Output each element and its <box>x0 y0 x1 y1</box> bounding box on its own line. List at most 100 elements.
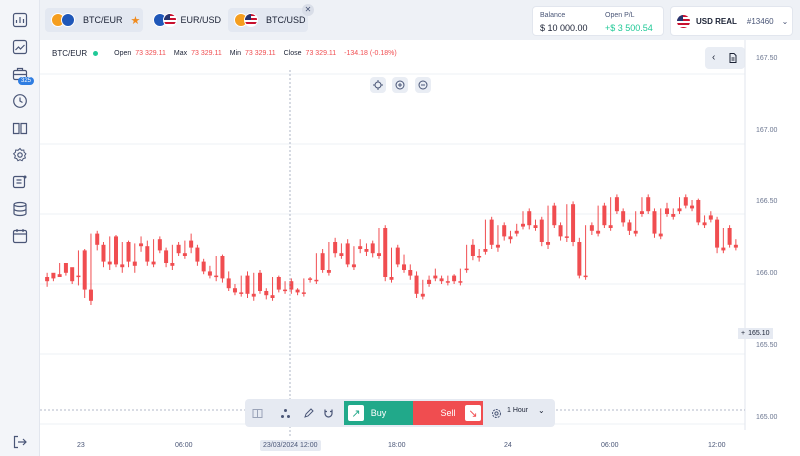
tab-btc-usd[interactable]: BTC/USD ✕ <box>228 4 314 32</box>
candle-body <box>251 293 256 297</box>
database-icon[interactable] <box>12 201 28 217</box>
candle-body <box>95 233 100 245</box>
candle-body <box>195 247 200 262</box>
candle-body <box>45 277 50 282</box>
close-icon[interactable]: ✕ <box>302 4 314 16</box>
candle-body <box>583 275 588 278</box>
candle-body <box>107 261 112 265</box>
candle-body <box>326 270 331 273</box>
candle-body <box>658 233 663 237</box>
candle-body <box>376 253 381 256</box>
calendar-icon[interactable] <box>12 228 28 244</box>
chart-panel: BTC/EUR Open 73 329.11 Max 73 329.11 Min… <box>40 40 800 456</box>
sell-label: Sell <box>440 408 456 418</box>
balance-value: $ 10 000.00 <box>540 23 588 33</box>
candle-body <box>301 292 306 294</box>
candle-body <box>389 277 394 280</box>
candle-body <box>145 246 150 262</box>
open-pl-label: Open P/L <box>605 12 635 19</box>
candle-body <box>114 236 119 265</box>
candle-body <box>358 246 363 249</box>
magnet-icon[interactable] <box>320 405 336 421</box>
us-flag-icon <box>677 14 690 28</box>
history-icon[interactable] <box>12 93 28 109</box>
account-selector[interactable]: USD REAL #13460 ⌄ <box>670 6 793 36</box>
open-value: 73 329.11 <box>135 50 166 57</box>
gear-icon[interactable] <box>488 405 504 421</box>
change-value: -134.18 (-0.18%) <box>344 50 397 57</box>
candle-body <box>101 244 106 262</box>
chevron-left-icon[interactable]: ‹ <box>712 52 716 63</box>
chevron-down-icon[interactable]: ⌄ <box>538 406 545 415</box>
candle-body <box>633 230 638 234</box>
tab-eur-usd[interactable]: EUR/USD <box>147 8 221 32</box>
document-icon[interactable] <box>729 53 737 63</box>
candle-body <box>702 222 707 226</box>
account-id: #13460 <box>746 16 774 26</box>
book-icon[interactable] <box>12 120 28 136</box>
candle-body <box>652 211 657 234</box>
candle-body <box>495 244 500 248</box>
candle-body <box>564 236 569 238</box>
candle-body <box>464 268 469 271</box>
candle-body <box>639 211 644 214</box>
candle-body <box>733 244 738 248</box>
zoom-in-icon[interactable] <box>392 77 408 93</box>
tab-label: BTC/EUR <box>83 15 123 25</box>
panel-toggle-icon[interactable] <box>249 405 265 421</box>
candle-body <box>433 275 438 279</box>
candle-body <box>608 225 613 228</box>
candle-body <box>157 239 162 251</box>
candle-body <box>727 228 732 245</box>
pencil-icon[interactable] <box>300 405 316 421</box>
indicators-icon[interactable] <box>277 405 293 421</box>
balance-panel: Balance $ 10 000.00 Open P/L +$ 3 500.54 <box>532 6 664 36</box>
candle-body <box>533 225 538 228</box>
candle-body <box>264 291 269 296</box>
max-label: Max <box>173 50 188 57</box>
candle-body <box>51 272 56 279</box>
candle-body <box>295 289 300 293</box>
chevron-down-icon: ⌄ <box>781 16 789 26</box>
settings-icon[interactable] <box>12 147 28 163</box>
crosshair-price-value: 165.10 <box>748 330 770 337</box>
candle-body <box>226 278 231 289</box>
star-icon[interactable]: ★ <box>130 14 141 27</box>
target-icon[interactable] <box>370 77 386 93</box>
candle-body <box>489 219 494 245</box>
candle-body <box>132 261 137 266</box>
candle-body <box>383 228 388 277</box>
dashboard-icon[interactable] <box>12 12 28 28</box>
candle-body <box>189 240 194 248</box>
candle-body <box>527 211 532 226</box>
candle-body <box>458 281 463 283</box>
y-tick: 166.50 <box>756 198 778 205</box>
candle-body <box>333 242 338 254</box>
candle-body <box>120 264 125 268</box>
candle-body <box>677 208 682 212</box>
candle-body <box>232 288 237 293</box>
candle-body <box>63 263 68 273</box>
candle-body <box>258 272 263 291</box>
tab-btc-eur[interactable]: BTC/EUR ★ <box>45 8 143 32</box>
close-label: Close <box>283 50 302 57</box>
chart-icon[interactable] <box>12 39 28 55</box>
sidebar: 325 <box>0 0 40 456</box>
x-tick-highlight: 23/03/2024 12:00 <box>260 440 321 451</box>
candle-body <box>690 205 695 209</box>
live-dot-icon <box>93 51 99 56</box>
logout-icon[interactable] <box>12 434 28 450</box>
x-tick: 06:00 <box>175 442 193 449</box>
max-value: 73 329.11 <box>191 50 222 57</box>
candle-body <box>420 293 425 297</box>
interval-value[interactable]: 1 Hour <box>507 407 529 414</box>
candle-body <box>558 225 563 237</box>
arrow-up-right-icon[interactable]: ↗ <box>347 404 365 422</box>
arrow-down-right-icon[interactable]: ↘ <box>464 404 482 422</box>
account-type: USD REAL <box>696 16 737 26</box>
zoom-out-icon[interactable] <box>415 77 431 93</box>
candle-body <box>207 271 212 276</box>
news-icon[interactable] <box>12 174 28 190</box>
min-value: 73 329.11 <box>245 50 276 57</box>
candle-body <box>201 261 206 272</box>
